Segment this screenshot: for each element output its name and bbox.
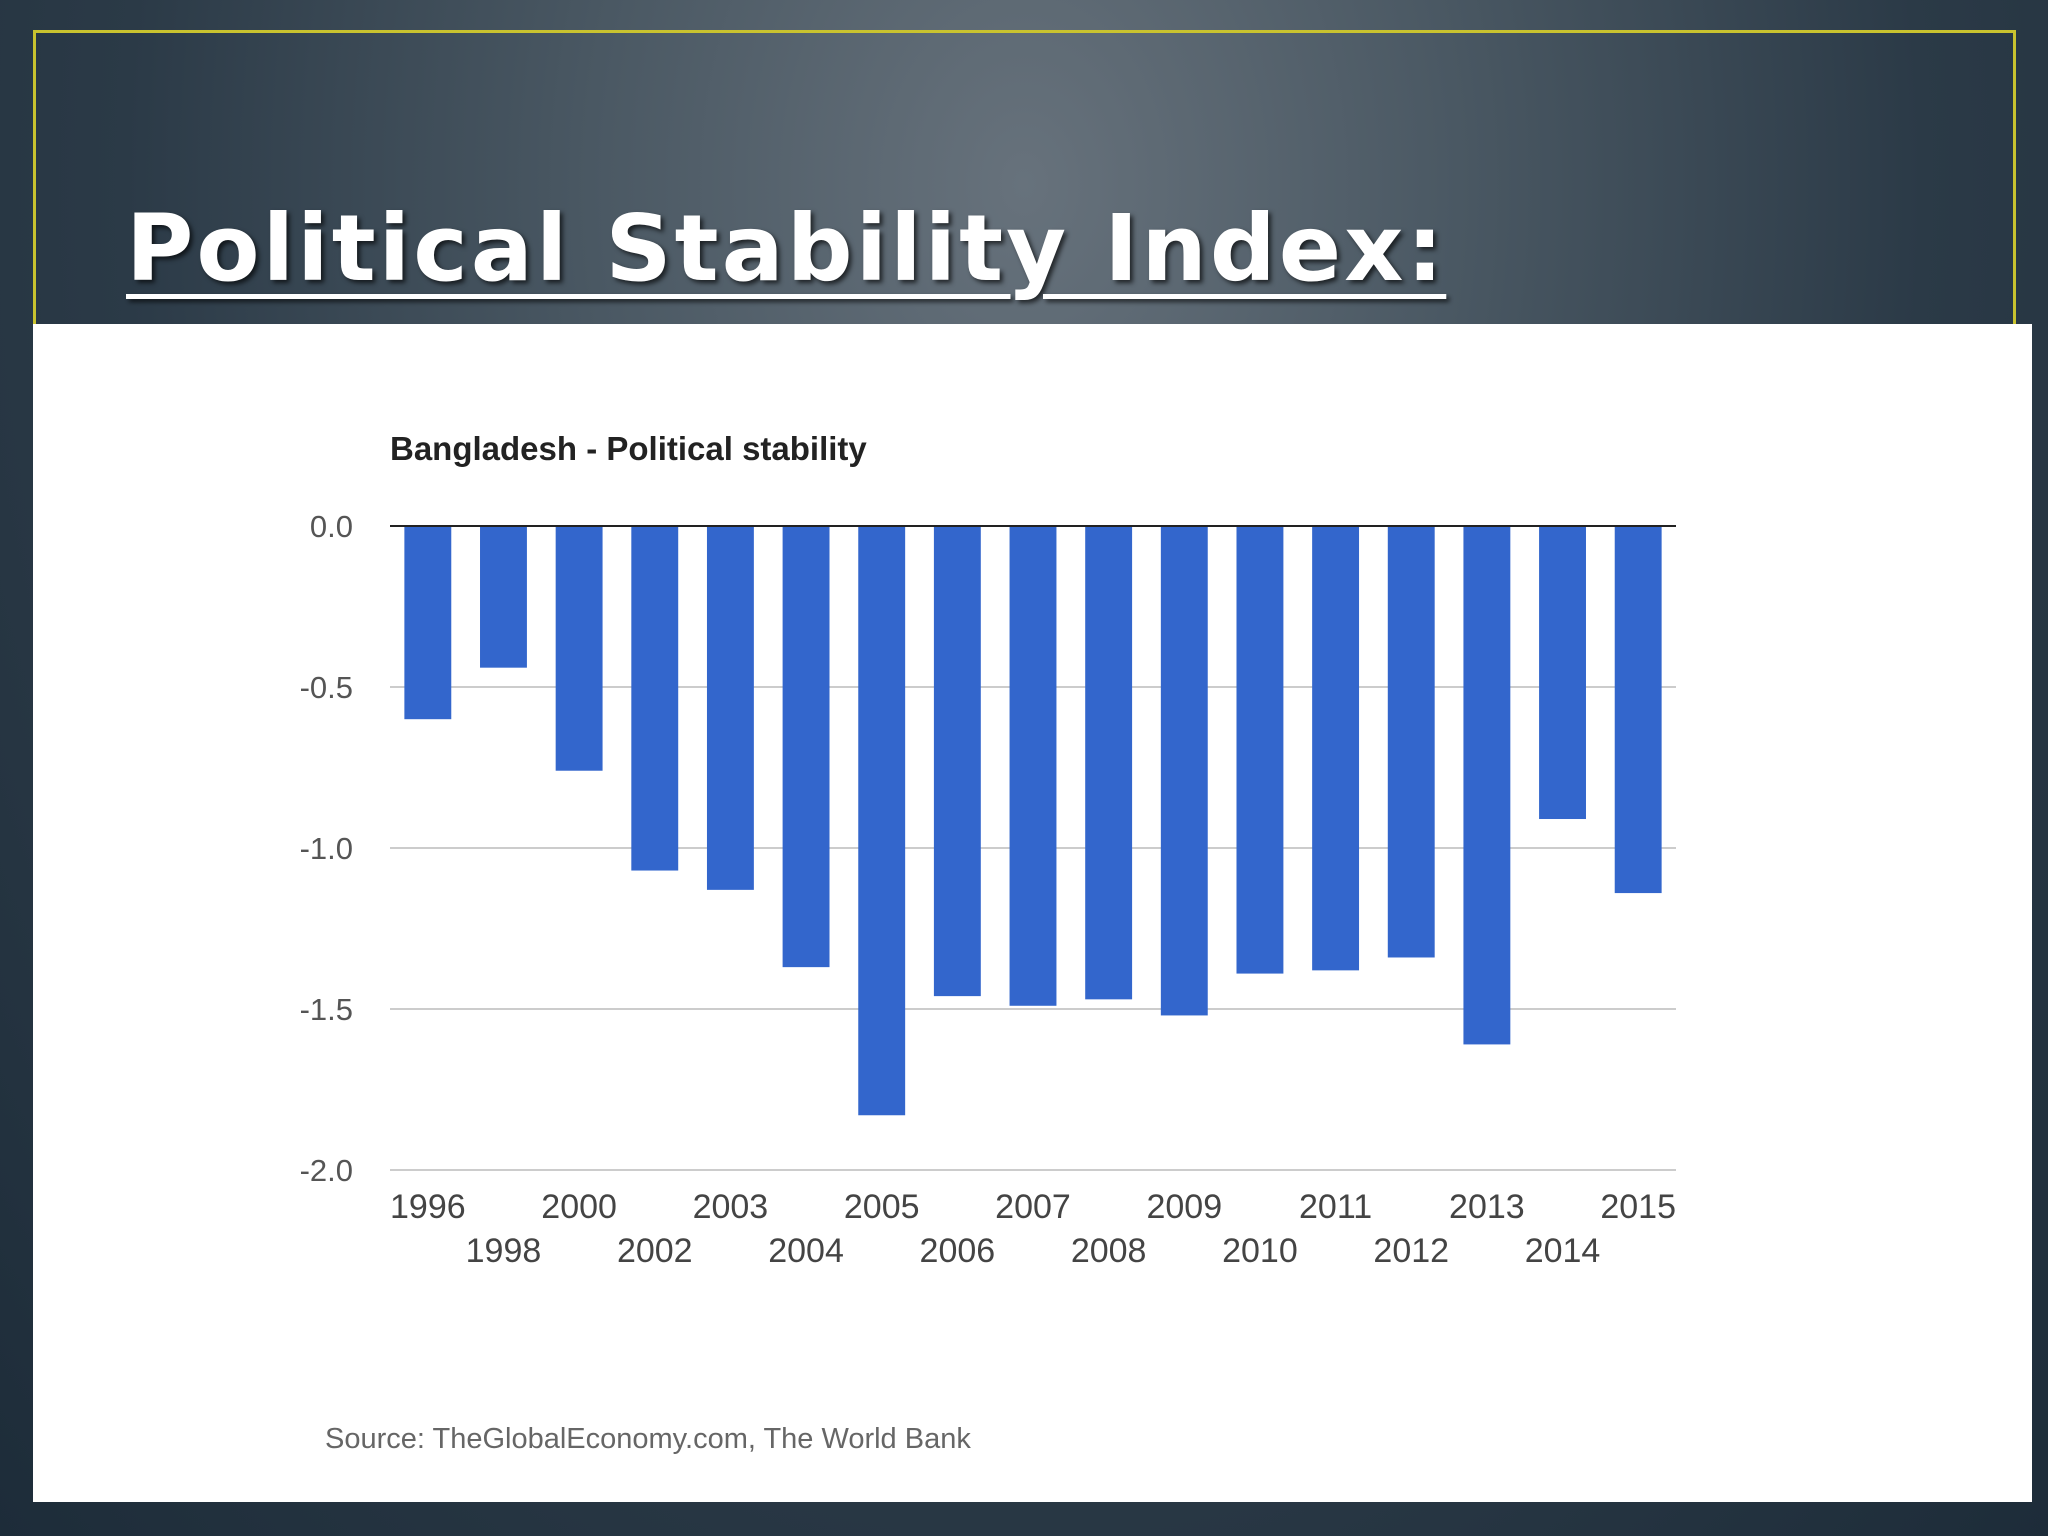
y-tick-label: 0.0	[310, 509, 353, 544]
x-tick-label-2014: 2014	[1525, 1232, 1601, 1270]
x-tick-label-2012: 2012	[1373, 1232, 1449, 1270]
bar-2012	[1387, 526, 1435, 958]
x-tick-label-2010: 2010	[1222, 1232, 1298, 1270]
x-tick-label-2008: 2008	[1071, 1232, 1147, 1270]
chart-source: Source: TheGlobalEconomy.com, The World …	[325, 1423, 971, 1455]
x-tick-label-2007: 2007	[995, 1188, 1071, 1226]
x-tick-label-2002: 2002	[617, 1232, 693, 1270]
bar-2005	[858, 526, 906, 1116]
x-tick-label-2000: 2000	[541, 1188, 617, 1226]
x-tick-label-2005: 2005	[844, 1188, 920, 1226]
y-tick-label: -1.5	[300, 992, 353, 1027]
x-tick-label-1996: 1996	[390, 1188, 466, 1226]
bar-2015	[1614, 526, 1662, 894]
bars	[404, 526, 1662, 1116]
bar-2011	[1312, 526, 1360, 971]
slide-title: Political Stability Index:	[126, 195, 1447, 302]
bar-2008	[1085, 526, 1133, 1000]
x-tick-label-2004: 2004	[768, 1232, 844, 1270]
bar-2007	[1009, 526, 1057, 1006]
x-tick-label-2006: 2006	[920, 1232, 996, 1270]
chart-panel: Bangladesh - Political stability 0.0 -0.5…	[33, 324, 2032, 1502]
chart-title: Bangladesh - Political stability	[390, 430, 867, 467]
y-tick-label: -1.0	[300, 831, 353, 866]
y-tick-label: -2.0	[300, 1153, 353, 1188]
x-tick-label-2013: 2013	[1449, 1188, 1525, 1226]
x-tick-label-2015: 2015	[1600, 1188, 1676, 1226]
bar-chart: Bangladesh - Political stability 0.0 -0.5…	[300, 430, 1676, 1455]
bar-1998	[480, 526, 527, 668]
y-tick-label: -0.5	[300, 670, 353, 705]
bar-2003	[706, 526, 754, 890]
x-tick-label-2009: 2009	[1146, 1188, 1222, 1226]
bar-1996	[404, 526, 452, 720]
bar-2004	[782, 526, 830, 968]
x-tick-label-1998: 1998	[466, 1232, 542, 1270]
y-axis-labels: 0.0 -0.5 -1.0 -1.5 -2.0	[300, 509, 353, 1188]
bar-2010	[1236, 526, 1284, 974]
x-tick-label-2011: 2011	[1299, 1188, 1372, 1226]
bar-2006	[933, 526, 981, 997]
bar-2014	[1539, 526, 1586, 820]
bar-2009	[1160, 526, 1208, 1016]
bar-2000	[555, 526, 603, 771]
bar-2002	[631, 526, 679, 871]
bar-2013	[1463, 526, 1511, 1045]
x-tick-label-2003: 2003	[693, 1188, 769, 1226]
